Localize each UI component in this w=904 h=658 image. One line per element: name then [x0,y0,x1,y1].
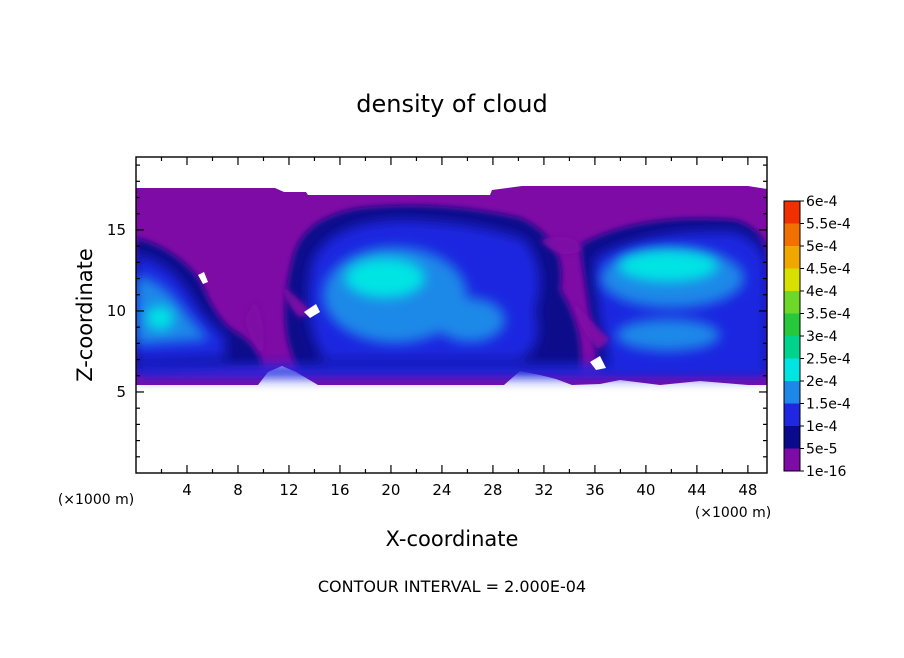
y-tick-label: 10 [107,302,126,320]
colorbar-swatch [784,201,800,224]
colorbar-label: 5.5e-4 [806,217,851,233]
y-axis-title: Z-coordinate [73,248,97,382]
colorbar-label: 3e-4 [806,329,838,345]
x-tick-label: 48 [738,481,757,499]
clear-air [198,272,606,370]
colorbar-swatch [784,448,800,471]
x-axis-title: X-coordinate [386,527,519,551]
colorbar-swatch [784,291,800,314]
contour-interval-note: CONTOUR INTERVAL = 2.000E-04 [318,577,586,596]
colorbar-label: 2.5e-4 [806,352,851,368]
colorbar-label: 4e-4 [806,284,838,300]
colorbar: 1e-16 5e-5 1e-4 1.5e-4 2e-4 2.5e-4 3e-4 3.5e-4 4… [783,194,851,480]
colorbar-label: 3.5e-4 [806,307,851,323]
colorbar-label: 5e-5 [806,442,837,458]
colorbar-swatch [784,336,800,359]
y-tick-labels: 5 10 15 [107,221,126,401]
density-field [136,186,767,385]
x-tick-label: 44 [687,481,706,499]
x-tick-label: 12 [279,481,298,499]
x-tick-label: 16 [330,481,349,499]
x-tick-label: 20 [381,481,400,499]
colorbar-label: 5e-4 [806,239,838,255]
x-unit-label: (×1000 m) [695,505,771,521]
colorbar-swatch [784,426,800,449]
colorbar-swatch [784,223,800,246]
colorbar-swatch [784,313,800,336]
colorbar-label: 1e-4 [806,419,838,435]
y-tick-label: 15 [107,221,126,239]
colorbar-swatch [784,358,800,381]
colorbar-label: 1e-16 [806,464,846,480]
x-tick-label: 8 [233,481,243,499]
colorbar-label: 2e-4 [806,374,838,390]
purple-intrusions [245,236,610,355]
x-tick-label: 32 [534,481,553,499]
colorbar-label: 4.5e-4 [806,262,851,278]
level-cyan [146,250,718,330]
y-ticks [136,164,767,458]
x-tick-label: 40 [636,481,655,499]
colorbar-swatch [784,381,800,404]
plot-frame [135,156,768,474]
x-tick-label: 4 [182,481,192,499]
x-ticks [160,157,749,473]
x-tick-label: 24 [432,481,451,499]
y-unit-label: (×1000 m) [58,492,134,508]
chart-title: density of cloud [356,90,547,118]
colorbar-swatch [784,268,800,291]
colorbar-label: 1.5e-4 [806,397,851,413]
colorbar-swatch [784,403,800,426]
x-tick-label: 36 [585,481,604,499]
x-tick-label: 28 [483,481,502,499]
y-tick-label: 5 [116,383,126,401]
colorbar-swatch [784,246,800,269]
colorbar-label: 6e-4 [806,194,838,210]
x-tick-labels: 4 8 12 16 20 24 28 32 36 40 44 48 [182,481,757,499]
